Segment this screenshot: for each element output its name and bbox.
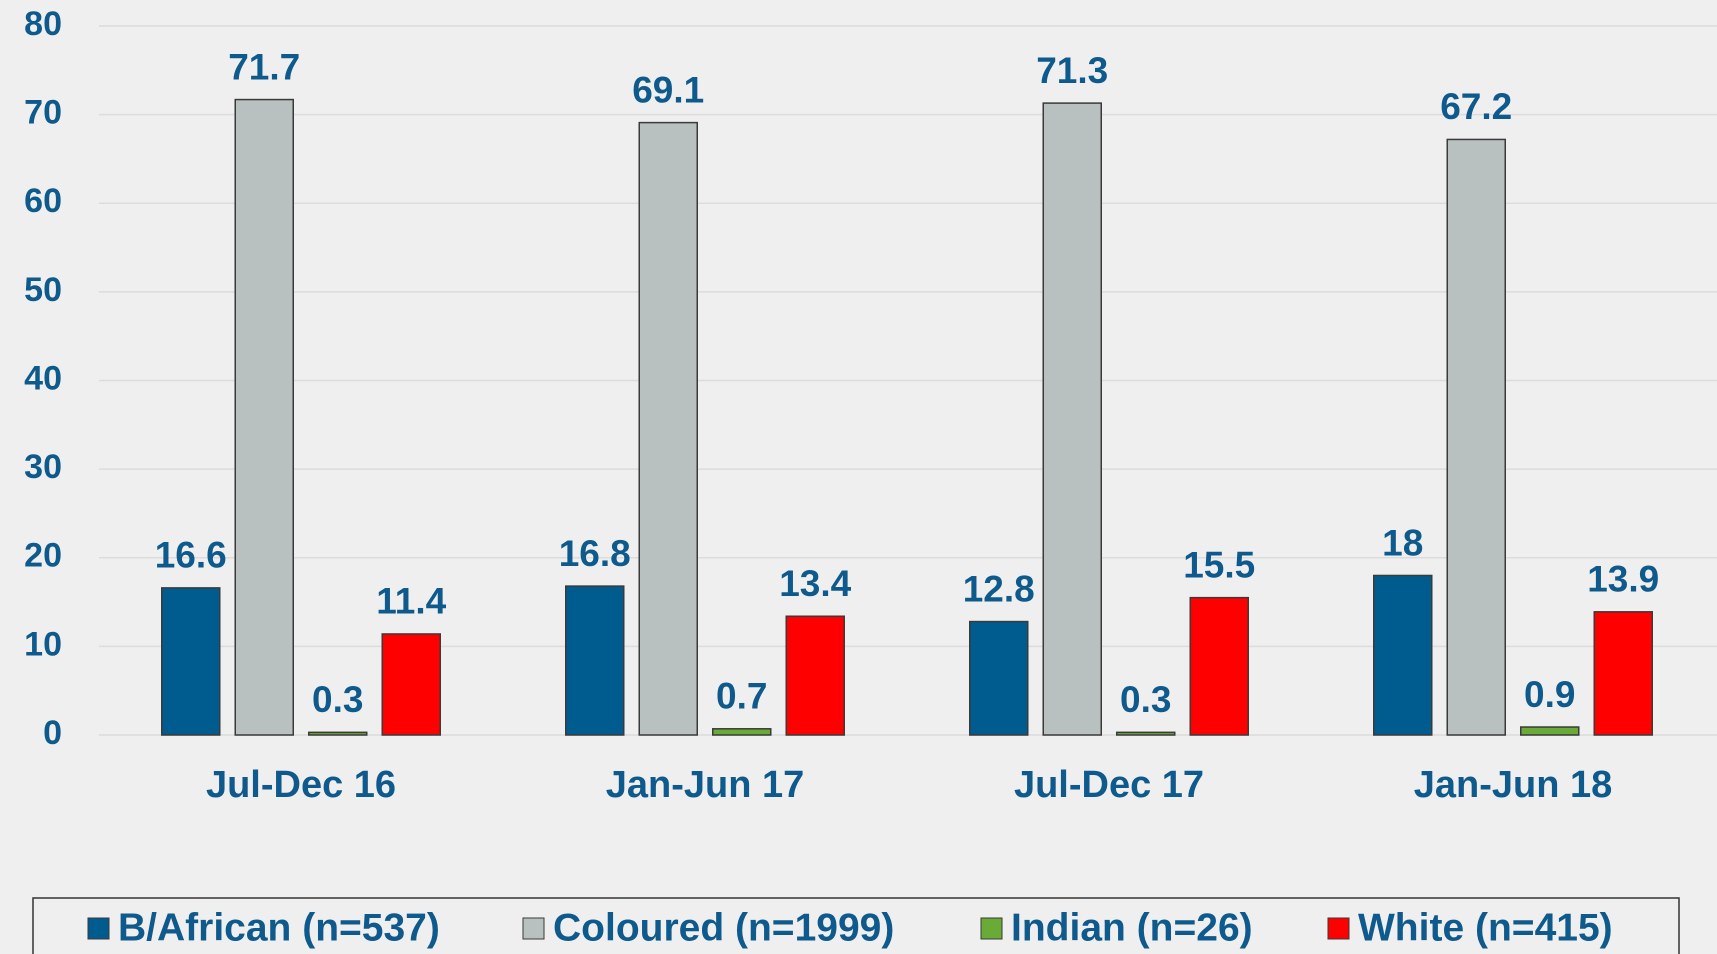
bar	[1593, 611, 1653, 736]
value-label: 0.3	[1120, 679, 1171, 720]
y-tick-label: 70	[24, 94, 62, 132]
y-tick-label: 80	[24, 5, 62, 43]
bar	[969, 620, 1029, 736]
value-label: 71.7	[228, 46, 300, 87]
value-label: 0.9	[1524, 674, 1575, 715]
legend-marker	[522, 917, 545, 940]
bar	[1189, 596, 1249, 736]
value-label: 69.1	[632, 69, 704, 110]
bar	[1520, 726, 1580, 736]
bar	[1446, 138, 1506, 736]
legend-marker	[980, 917, 1003, 940]
legend-marker	[87, 917, 110, 940]
value-label: 13.4	[779, 563, 851, 604]
legend-marker	[1327, 917, 1350, 940]
x-tick-label: Jul-Dec 16	[206, 764, 396, 806]
legend-label: White (n=415)	[1358, 906, 1613, 949]
value-label: 13.9	[1587, 559, 1659, 600]
legend-label: B/African (n=537)	[118, 906, 440, 949]
y-tick-label: 40	[24, 359, 62, 397]
x-tick-label: Jan-Jun 17	[606, 764, 805, 806]
bar	[712, 728, 772, 736]
value-label: 18	[1382, 522, 1423, 563]
value-label: 12.8	[963, 568, 1035, 609]
legend-label: Coloured (n=1999)	[553, 906, 894, 949]
bar	[565, 585, 625, 736]
y-tick-label: 10	[24, 625, 62, 663]
value-label: 0.3	[312, 679, 363, 720]
x-tick-label: Jan-Jun 18	[1414, 764, 1613, 806]
value-label: 67.2	[1440, 86, 1512, 127]
bar	[1116, 731, 1176, 736]
bar	[638, 121, 698, 736]
value-label: 11.4	[376, 581, 446, 622]
bar	[785, 615, 845, 736]
bar	[161, 587, 221, 736]
value-label: 71.3	[1036, 50, 1108, 91]
bar	[1373, 574, 1433, 736]
y-tick-label: 50	[24, 271, 62, 309]
y-tick-label: 60	[24, 182, 62, 220]
bar	[1042, 102, 1102, 736]
bar	[381, 633, 441, 736]
value-label: 0.7	[716, 676, 767, 717]
bar	[308, 731, 368, 736]
value-label: 16.6	[155, 535, 227, 576]
value-label: 15.5	[1183, 544, 1255, 585]
value-label: 16.8	[559, 533, 631, 574]
x-tick-label: Jul-Dec 17	[1014, 764, 1204, 806]
y-tick-label: 20	[24, 537, 62, 575]
y-tick-label: 0	[43, 714, 62, 752]
y-tick-label: 30	[24, 448, 62, 486]
bar	[234, 98, 294, 736]
legend-box	[32, 897, 1680, 954]
legend-label: Indian (n=26)	[1011, 906, 1253, 949]
